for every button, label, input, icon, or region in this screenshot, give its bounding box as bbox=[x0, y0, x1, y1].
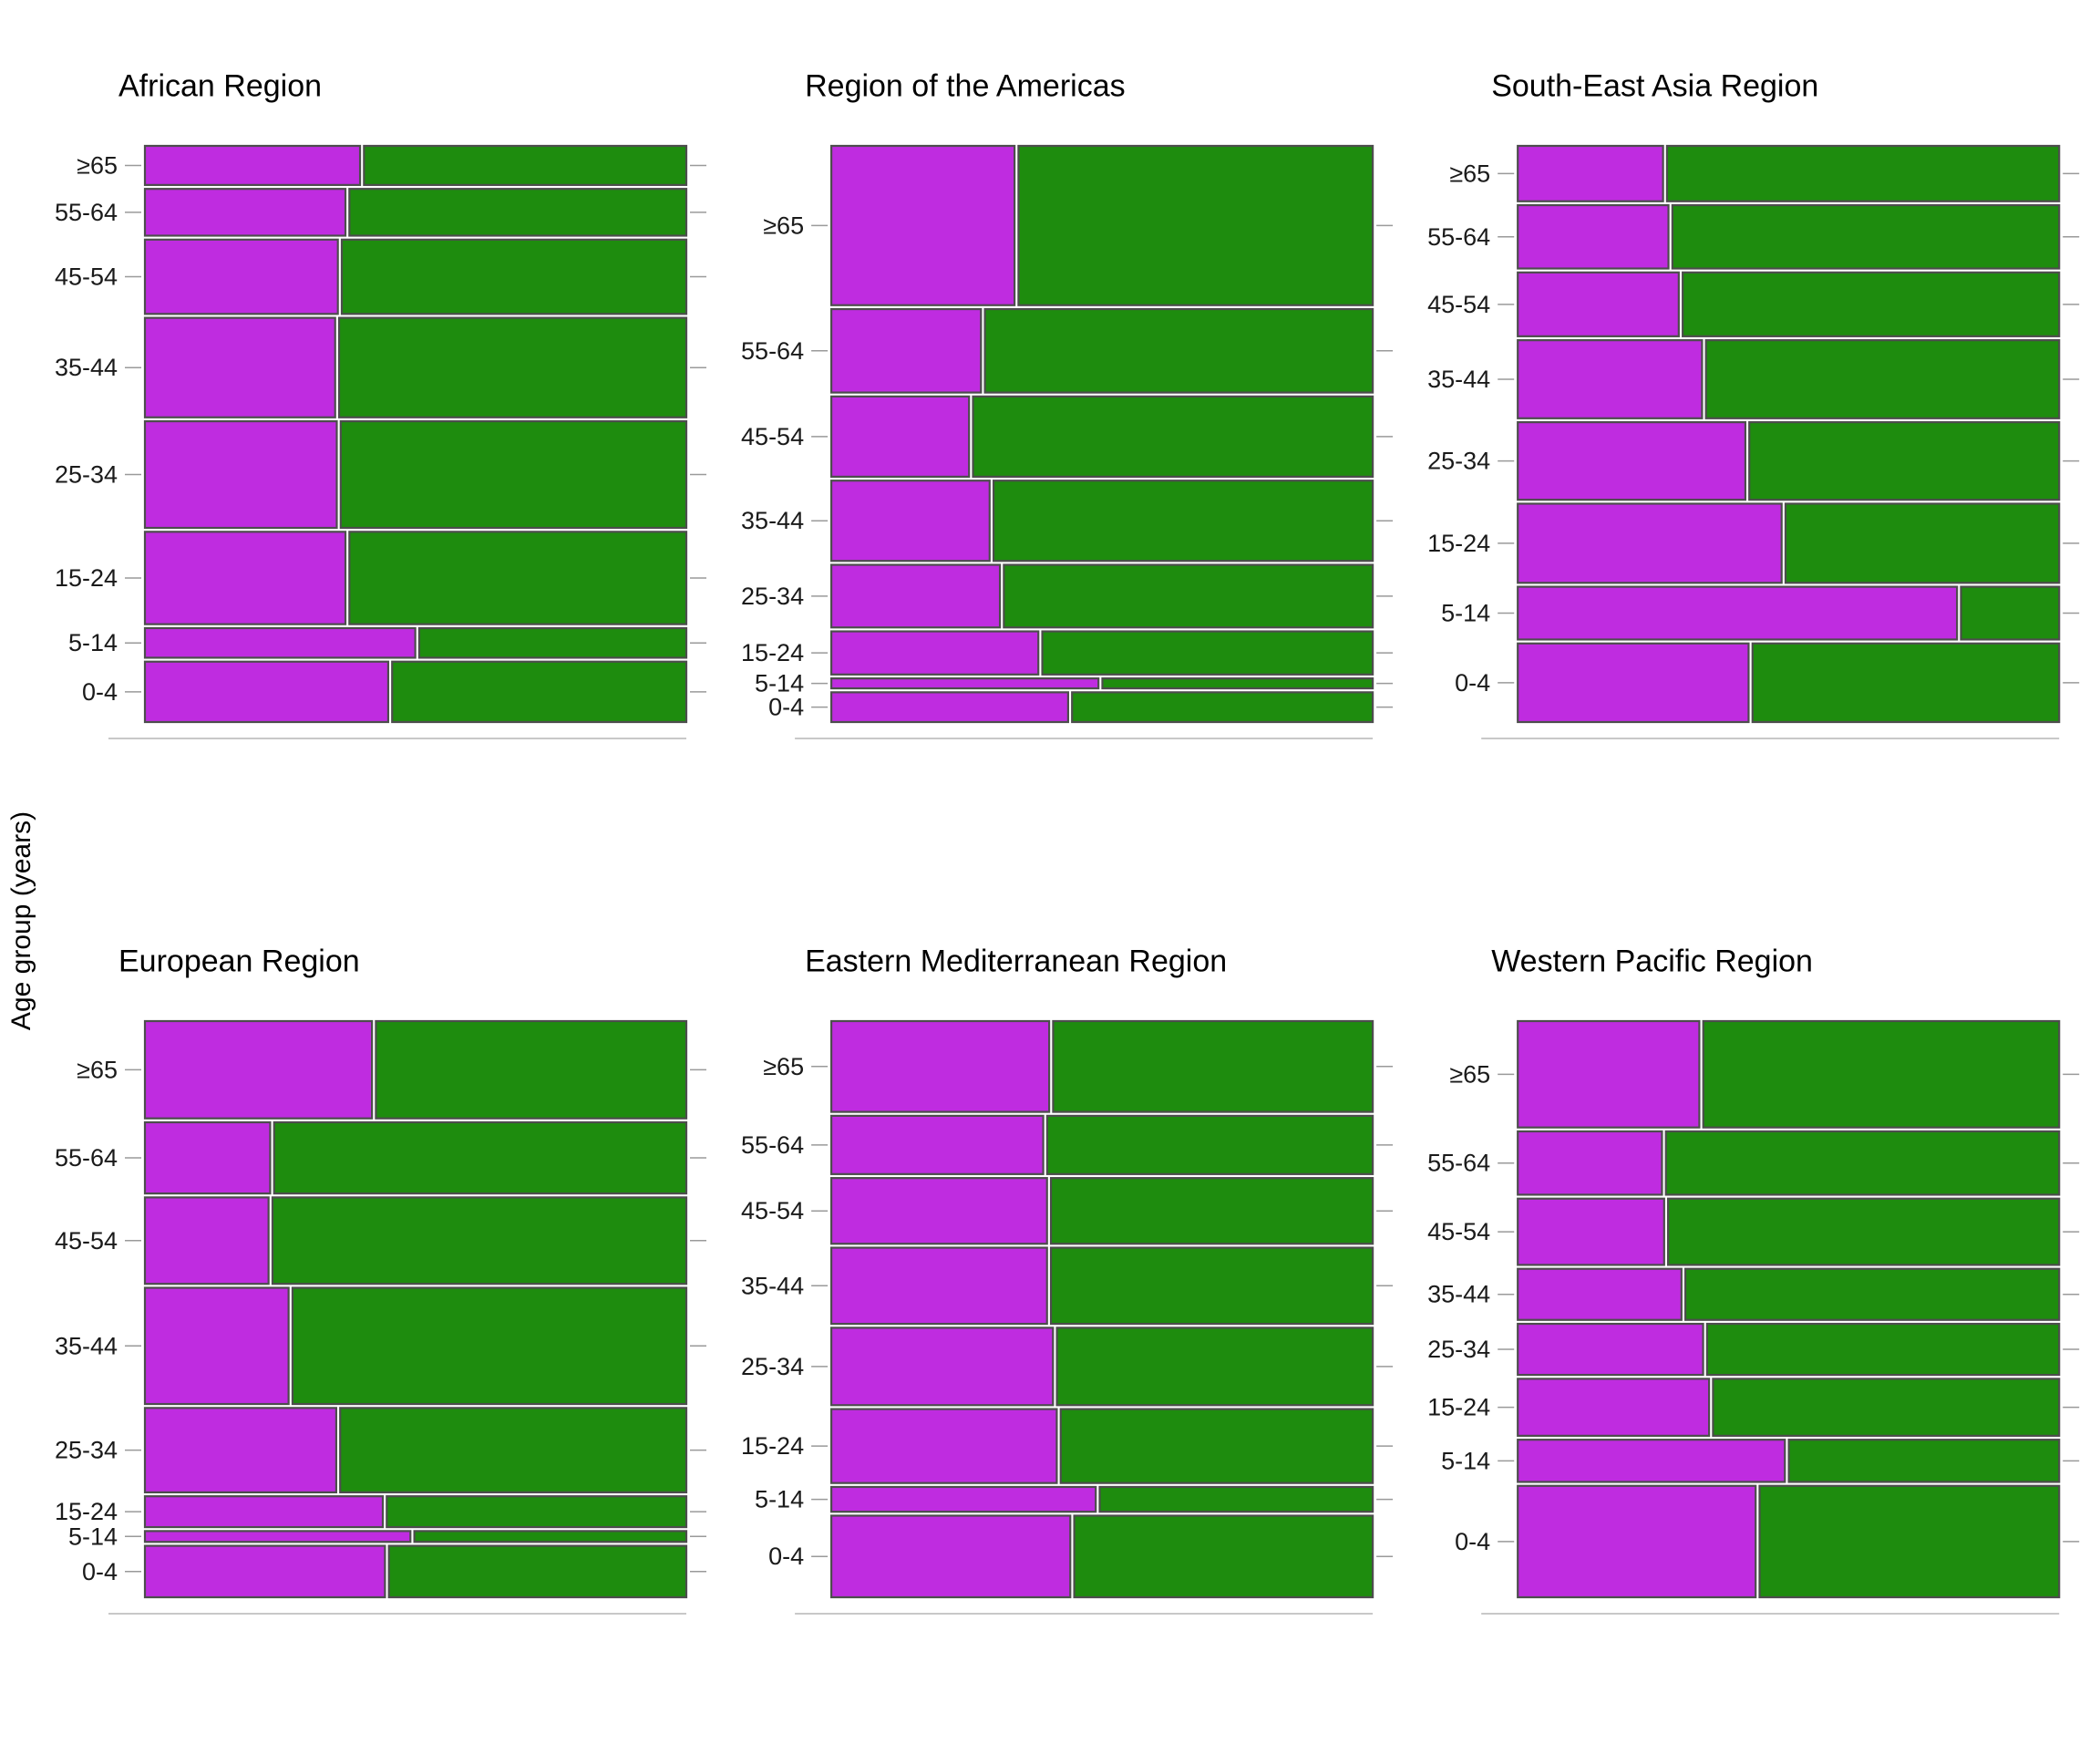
svg-text:Western Pacific Region: Western Pacific Region bbox=[1491, 945, 1813, 979]
svg-text:≥65: ≥65 bbox=[1449, 1060, 1490, 1088]
svg-text:0-4: 0-4 bbox=[1455, 669, 1490, 697]
svg-text:55-64: 55-64 bbox=[55, 199, 118, 226]
svg-text:25-34: 25-34 bbox=[741, 1353, 804, 1380]
svg-text:35-44: 35-44 bbox=[1427, 1281, 1490, 1308]
svg-text:25-34: 25-34 bbox=[55, 1437, 118, 1464]
svg-text:≥65: ≥65 bbox=[77, 151, 118, 179]
svg-text:35-44: 35-44 bbox=[55, 354, 118, 381]
svg-text:≥65: ≥65 bbox=[763, 1053, 804, 1080]
svg-text:0-4: 0-4 bbox=[768, 694, 804, 721]
svg-text:35-44: 35-44 bbox=[741, 507, 804, 534]
svg-text:15-24: 15-24 bbox=[55, 1498, 118, 1525]
svg-text:55-64: 55-64 bbox=[1427, 223, 1490, 251]
svg-text:5-14: 5-14 bbox=[1441, 1447, 1490, 1474]
svg-text:25-34: 25-34 bbox=[741, 583, 804, 610]
svg-text:15-24: 15-24 bbox=[1427, 1394, 1490, 1421]
svg-text:5-14: 5-14 bbox=[68, 629, 118, 656]
svg-text:Eastern Mediterranean Region: Eastern Mediterranean Region bbox=[805, 945, 1227, 979]
svg-text:5-14: 5-14 bbox=[755, 670, 804, 697]
svg-text:55-64: 55-64 bbox=[741, 337, 804, 365]
svg-text:45-54: 45-54 bbox=[55, 263, 118, 291]
svg-text:Age group (years): Age group (years) bbox=[6, 811, 36, 1030]
svg-text:35-44: 35-44 bbox=[55, 1332, 118, 1359]
svg-text:5-14: 5-14 bbox=[755, 1486, 804, 1513]
svg-text:European Region: European Region bbox=[118, 945, 360, 979]
svg-text:45-54: 45-54 bbox=[55, 1227, 118, 1254]
svg-text:25-34: 25-34 bbox=[1427, 448, 1490, 475]
svg-text:45-54: 45-54 bbox=[741, 1197, 804, 1224]
svg-text:0-4: 0-4 bbox=[768, 1543, 804, 1570]
svg-text:25-34: 25-34 bbox=[55, 461, 118, 489]
svg-text:15-24: 15-24 bbox=[741, 639, 804, 666]
svg-text:0-4: 0-4 bbox=[1455, 1528, 1490, 1555]
svg-text:15-24: 15-24 bbox=[741, 1432, 804, 1460]
svg-text:55-64: 55-64 bbox=[741, 1131, 804, 1159]
svg-text:South-East Asia Region: South-East Asia Region bbox=[1491, 69, 1818, 104]
svg-text:African Region: African Region bbox=[118, 69, 322, 104]
svg-text:45-54: 45-54 bbox=[1427, 1218, 1490, 1245]
svg-text:15-24: 15-24 bbox=[55, 564, 118, 592]
svg-text:15-24: 15-24 bbox=[1427, 530, 1490, 557]
svg-text:5-14: 5-14 bbox=[1441, 600, 1490, 627]
svg-text:≥65: ≥65 bbox=[763, 212, 804, 239]
svg-text:45-54: 45-54 bbox=[741, 423, 804, 450]
svg-text:0-4: 0-4 bbox=[82, 1558, 118, 1585]
svg-text:35-44: 35-44 bbox=[741, 1272, 804, 1299]
svg-text:≥65: ≥65 bbox=[1449, 160, 1490, 187]
svg-text:55-64: 55-64 bbox=[1427, 1150, 1490, 1177]
svg-text:0-4: 0-4 bbox=[82, 678, 118, 706]
svg-text:Region of the Americas: Region of the Americas bbox=[805, 69, 1126, 104]
svg-text:5-14: 5-14 bbox=[68, 1523, 118, 1550]
svg-text:≥65: ≥65 bbox=[77, 1056, 118, 1083]
svg-text:55-64: 55-64 bbox=[55, 1144, 118, 1172]
svg-text:45-54: 45-54 bbox=[1427, 291, 1490, 318]
svg-text:35-44: 35-44 bbox=[1427, 366, 1490, 393]
svg-text:25-34: 25-34 bbox=[1427, 1336, 1490, 1363]
